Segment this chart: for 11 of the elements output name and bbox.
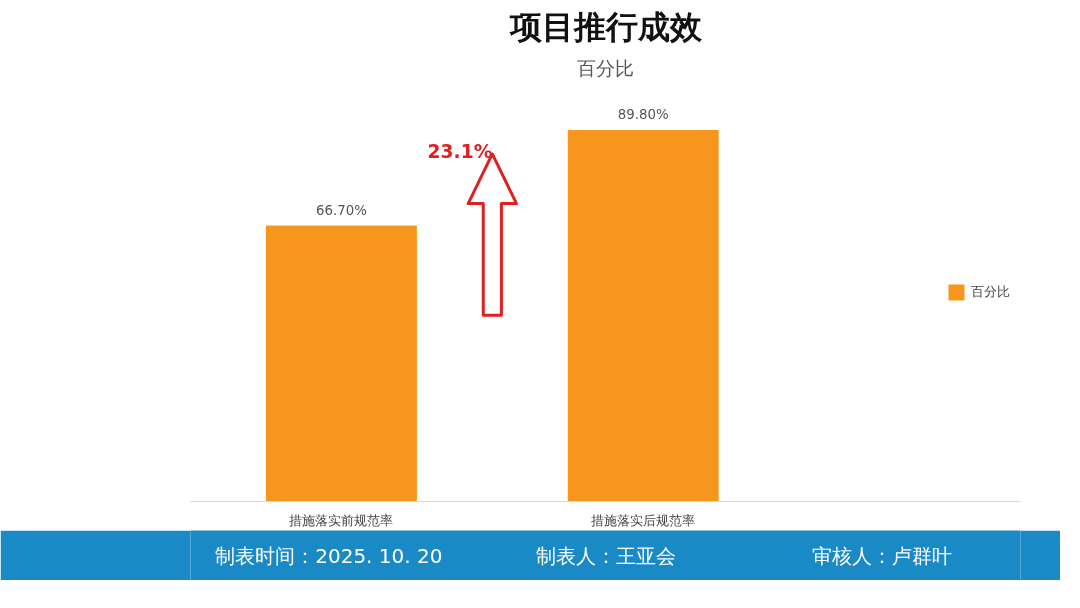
- data-label: 66.70%: [316, 202, 367, 218]
- x-tick-label: 措施落实前规范率: [289, 512, 394, 528]
- text: 制表时间：2025. 10. 20: [215, 543, 443, 568]
- data-label: 89.80%: [617, 106, 669, 122]
- x-tick-label: 措施落实后规范率: [591, 512, 696, 528]
- text: 制表人：王亚会: [535, 543, 676, 568]
- chart-title: 项目推行成效: [508, 7, 703, 46]
- chart-subtitle: 百分比: [577, 57, 634, 79]
- annotation: 23.1%: [427, 141, 493, 163]
- text: 审核人：卢群叶: [812, 543, 953, 568]
- legend-label: 百分比: [971, 283, 1010, 301]
